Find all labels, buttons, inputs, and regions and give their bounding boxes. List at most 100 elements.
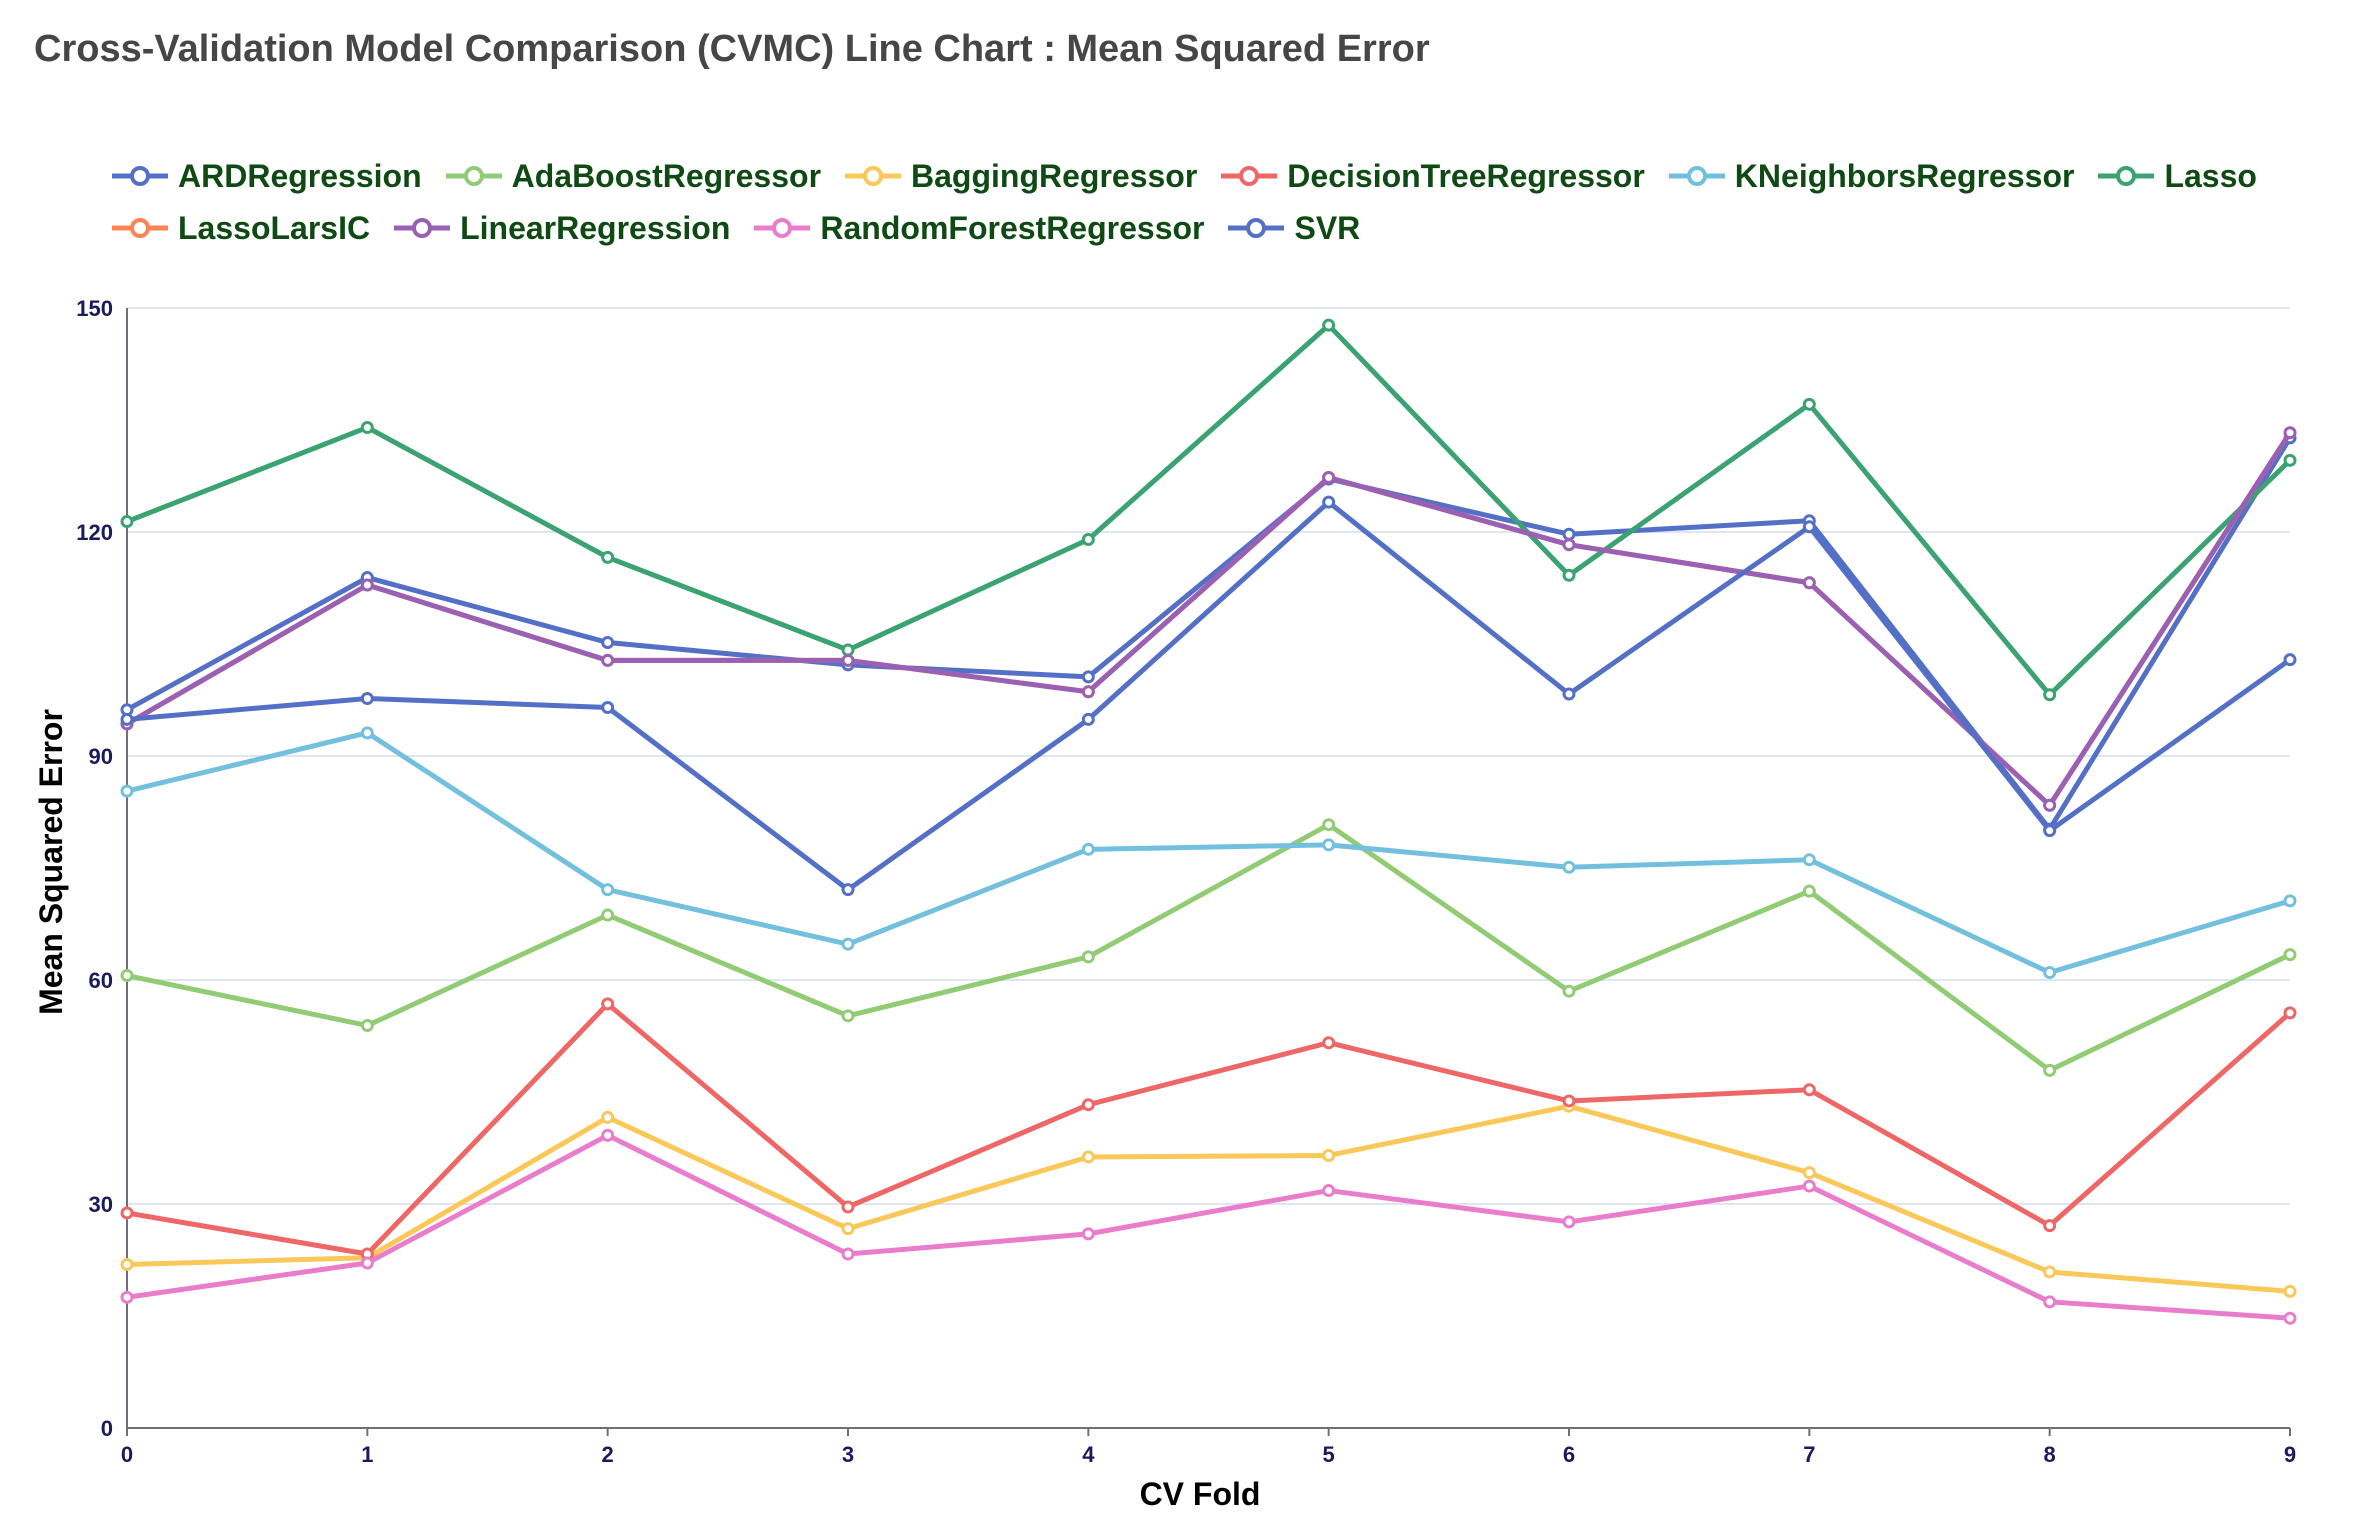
data-point[interactable] [360,420,374,434]
data-point[interactable] [601,908,615,922]
y-tick-label: 120 [76,520,113,545]
data-point[interactable] [1081,685,1095,699]
data-point[interactable] [120,515,134,529]
data-point[interactable] [1562,984,1576,998]
legend-item[interactable]: DecisionTreeRegressor [1221,158,1645,195]
data-point[interactable] [1562,568,1576,582]
data-point[interactable] [120,969,134,983]
legend-marker-icon [112,218,168,238]
data-point[interactable] [2283,653,2297,667]
data-point[interactable] [601,636,615,650]
data-point[interactable] [841,1200,855,1214]
data-point[interactable] [1562,1094,1576,1108]
data-point[interactable] [2043,1063,2057,1077]
legend-marker-icon [445,166,502,186]
data-point[interactable] [2043,966,2057,980]
data-point[interactable] [1562,538,1576,552]
legend-label: LassoLarsIC [178,209,371,246]
data-point[interactable] [1562,860,1576,874]
x-tick-label: 0 [121,1442,133,1467]
data-point[interactable] [1322,1184,1336,1198]
data-point[interactable] [120,1206,134,1220]
data-point[interactable] [1802,576,1816,590]
data-point[interactable] [1081,712,1095,726]
data-point[interactable] [2283,1284,2297,1298]
data-point[interactable] [1322,1148,1336,1162]
data-point[interactable] [120,712,134,726]
data-point[interactable] [2283,1006,2297,1020]
series-line [124,430,2293,808]
data-point[interactable] [1802,884,1816,898]
data-point[interactable] [601,883,615,897]
data-point[interactable] [2283,426,2297,440]
data-point[interactable] [841,643,855,657]
data-point[interactable] [1081,1098,1095,1112]
data-point[interactable] [601,700,615,714]
data-point[interactable] [360,1256,374,1270]
data-point[interactable] [1322,470,1336,484]
data-point[interactable] [841,1247,855,1261]
data-point[interactable] [2043,1295,2057,1309]
x-tick-label: 4 [1082,1442,1095,1467]
data-point[interactable] [841,653,855,667]
data-point[interactable] [601,1110,615,1124]
legend-item[interactable]: ARDRegression [112,158,422,195]
data-point[interactable] [2043,1265,2057,1279]
data-point[interactable] [1562,1215,1576,1229]
data-point[interactable] [841,937,855,951]
data-point[interactable] [841,883,855,897]
legend-item[interactable]: LinearRegression [394,210,730,247]
data-point[interactable] [2283,453,2297,467]
data-point[interactable] [1081,1227,1095,1241]
data-point[interactable] [360,692,374,706]
data-point[interactable] [1322,838,1336,852]
data-point[interactable] [1802,1179,1816,1193]
data-point[interactable] [1081,950,1095,964]
data-point[interactable] [1081,670,1095,684]
legend-item[interactable]: RandomForestRegressor [754,210,1204,247]
data-point[interactable] [601,1128,615,1142]
data-point[interactable] [1081,1150,1095,1164]
data-point[interactable] [2043,824,2057,838]
data-point[interactable] [1802,1166,1816,1180]
data-point[interactable] [1081,842,1095,856]
series-Lasso [120,318,2297,702]
data-point[interactable] [841,1222,855,1236]
data-point[interactable] [1802,1083,1816,1097]
data-point[interactable] [2043,1219,2057,1233]
data-point[interactable] [1322,818,1336,832]
data-point[interactable] [360,726,374,740]
legend-marker-icon [394,218,451,238]
data-point[interactable] [1802,397,1816,411]
data-point[interactable] [2043,798,2057,812]
data-point[interactable] [601,997,615,1011]
data-point[interactable] [1322,1036,1336,1050]
data-point[interactable] [360,578,374,592]
data-point[interactable] [1081,532,1095,546]
legend-item[interactable]: BaggingRegressor [845,158,1197,195]
data-point[interactable] [1802,520,1816,534]
data-point[interactable] [1322,318,1336,332]
data-point[interactable] [601,653,615,667]
data-point[interactable] [2283,1311,2297,1325]
legend-item[interactable]: KNeighborsRegressor [1668,158,2074,195]
legend-label: ARDRegression [178,157,422,194]
series-DecisionTreeRegressor [120,997,2297,1261]
legend-item[interactable]: SVR [1228,210,1360,247]
data-point[interactable] [360,1019,374,1033]
data-point[interactable] [601,550,615,564]
data-point[interactable] [841,1009,855,1023]
legend-item[interactable]: LassoLarsIC [112,210,370,247]
data-point[interactable] [120,784,134,798]
data-point[interactable] [1802,853,1816,867]
data-point[interactable] [120,1257,134,1271]
legend-item[interactable]: Lasso [2098,158,2257,195]
data-point[interactable] [2283,894,2297,908]
data-point[interactable] [2043,688,2057,702]
legend-item[interactable]: AdaBoostRegressor [445,158,821,195]
data-point[interactable] [1322,495,1336,509]
data-point[interactable] [1562,527,1576,541]
data-point[interactable] [2283,948,2297,962]
data-point[interactable] [1562,687,1576,701]
data-point[interactable] [120,1290,134,1304]
